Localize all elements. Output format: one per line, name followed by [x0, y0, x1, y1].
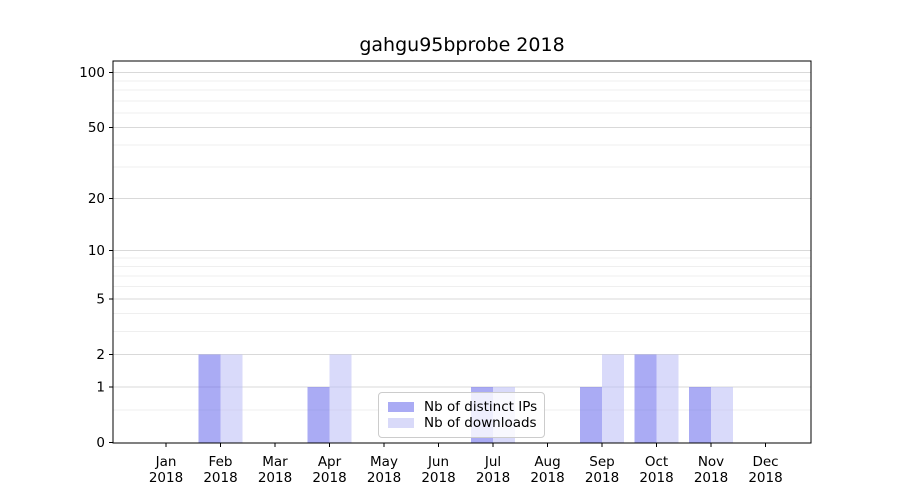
x-tick-label-year: 2018	[149, 470, 183, 486]
x-tick-label-month: Jun	[427, 454, 449, 470]
x-tick-label-year: 2018	[312, 470, 346, 486]
x-tick-label-month: Mar	[262, 454, 288, 470]
y-tick-label: 10	[88, 243, 105, 259]
legend-swatch-downloads	[388, 418, 414, 428]
legend-label-distinct-ips: Nb of distinct IPs	[424, 399, 538, 415]
x-tick-label-month: Oct	[645, 454, 668, 470]
legend: Nb of distinct IPs Nb of downloads	[378, 392, 545, 438]
bar-distinct-ips	[689, 386, 711, 443]
x-tick-label-month: Sep	[589, 454, 614, 470]
bar-downloads	[329, 354, 352, 443]
y-tick-label: 2	[96, 347, 105, 363]
legend-label-downloads: Nb of downloads	[424, 415, 537, 431]
bar-distinct-ips	[634, 354, 657, 443]
x-tick-label-month: Apr	[318, 454, 342, 470]
legend-item: Nb of distinct IPs	[388, 399, 538, 415]
x-tick-label-year: 2018	[203, 470, 237, 486]
y-tick-label: 1	[96, 380, 105, 396]
bar-downloads	[220, 354, 243, 443]
x-tick-label-year: 2018	[421, 470, 455, 486]
x-tick-label-month: Jul	[484, 454, 501, 470]
chart-title: gahgu95bprobe 2018	[359, 34, 565, 56]
x-tick-label-month: Nov	[698, 454, 724, 470]
y-tick-label: 50	[88, 120, 105, 136]
bar-downloads	[656, 354, 679, 443]
x-tick-label-month: May	[370, 454, 398, 470]
legend-swatch-distinct-ips	[388, 402, 414, 412]
bar-distinct-ips	[198, 354, 221, 443]
y-tick-label: 20	[88, 191, 105, 207]
x-tick-label-year: 2018	[476, 470, 510, 486]
x-tick-label-year: 2018	[530, 470, 564, 486]
x-tick-label-year: 2018	[748, 470, 782, 486]
plot-border	[112, 60, 812, 444]
legend-item: Nb of downloads	[388, 415, 537, 431]
x-tick-label-month: Feb	[209, 454, 233, 470]
x-tick-label-year: 2018	[694, 470, 728, 486]
y-tick-label: 100	[79, 65, 105, 81]
x-tick-label-month: Jan	[155, 454, 177, 470]
x-tick-label-month: Dec	[752, 454, 778, 470]
y-tick-label: 5	[96, 292, 105, 308]
x-tick-label-month: Aug	[534, 454, 560, 470]
x-tick-label-year: 2018	[639, 470, 673, 486]
bar-distinct-ips	[580, 386, 602, 443]
bar-downloads	[711, 386, 733, 443]
x-tick-label-year: 2018	[585, 470, 619, 486]
bar-distinct-ips	[307, 386, 330, 443]
bar-downloads	[602, 354, 624, 443]
x-tick-label-year: 2018	[367, 470, 401, 486]
y-tick-label: 0	[96, 435, 105, 451]
x-tick-label-year: 2018	[258, 470, 292, 486]
